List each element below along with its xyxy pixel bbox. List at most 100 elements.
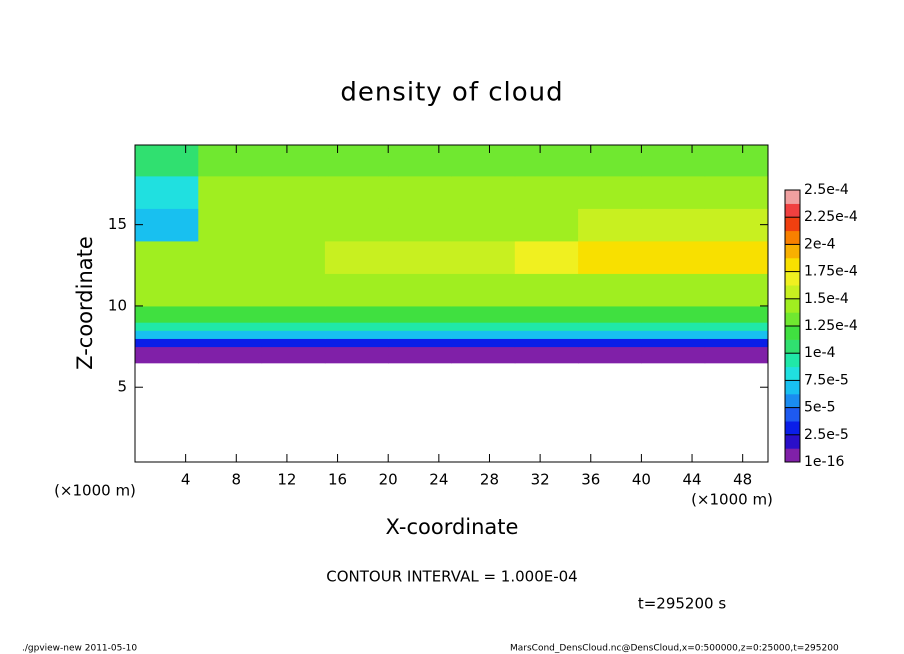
y-tick-label: 5 [117,378,127,396]
heat-cell [388,322,452,331]
heat-cell [261,322,326,331]
heat-cell [451,346,516,356]
heat-cell [324,305,389,323]
colorbar-band [785,448,800,463]
heat-cell [388,305,452,323]
heat-cell [514,346,579,356]
x-tick-label: 28 [480,471,499,489]
heat-cell [198,175,263,209]
heat-cell [451,330,516,339]
colorbar-band [785,434,800,449]
heat-cell [388,330,452,339]
heat-cell [451,305,516,323]
heat-cell [451,175,516,209]
heat-cell [451,240,516,274]
heat-cell [704,322,769,331]
heat-cell [578,346,642,356]
colorbar-label: 1.75e-4 [804,264,858,280]
heat-cell [578,338,642,348]
heat-cell [578,240,642,274]
heat-cell [704,240,769,274]
heat-cell [198,208,263,242]
footer-right: MarsCond_DensCloud.nc@DensCloud,x=0:5000… [510,644,839,654]
colorbar-band [785,353,800,368]
heat-cell [514,354,579,364]
heat-cell [578,208,642,242]
heat-cell [135,145,199,177]
heat-cell [261,175,326,209]
colorbar-label: 2e-4 [804,236,836,252]
plot-frame [134,144,769,463]
x-tick-label: 32 [531,471,550,489]
heat-cell [451,145,516,177]
heat-cell [641,273,706,307]
chart-title: density of cloud [340,78,563,108]
heat-cell [198,330,263,339]
x-tick-label: 12 [277,471,296,489]
colorbar-band [785,230,800,245]
colorbar-band [785,326,800,340]
heat-cell [388,354,452,364]
heat-cell [704,305,769,323]
colorbar-label: 2.25e-4 [804,209,858,225]
heat-cell [578,145,642,177]
colorbar-label: 2.5e-5 [804,427,849,443]
heat-cell [514,330,579,339]
colorbar-band [785,190,800,204]
x-tick-label: 48 [733,471,752,489]
x-axis-label: X-coordinate [386,515,519,539]
heat-cell [514,273,579,307]
heat-cell [388,175,452,209]
heat-cell [324,273,389,307]
heat-cell [324,322,389,331]
heat-cell [704,354,769,364]
heat-cell [388,240,452,274]
heat-cell [514,208,579,242]
heat-cell [641,145,706,177]
heat-cell [198,338,263,348]
colorbar-band [785,380,800,395]
heat-cell [704,273,769,307]
colorbar-band [785,244,800,259]
heat-cell [324,354,389,364]
heat-cell [135,354,199,364]
heat-cell [514,240,579,274]
colorbar-band [785,366,800,381]
colorbar-label: 2.5e-4 [804,182,849,198]
colorbar-band [785,312,800,327]
colorbar-label: 5e-5 [804,400,835,416]
heat-cell [198,240,263,274]
colorbar-band [785,298,800,313]
heat-cell [578,330,642,339]
heat-cell [261,330,326,339]
heat-cell [641,208,706,242]
heat-cell [261,354,326,364]
heat-cell [704,330,769,339]
x-tick-label: 8 [232,471,242,489]
colorbar-label: 1.25e-4 [804,318,858,334]
heat-cell [641,338,706,348]
heat-cell [135,305,199,323]
heat-cell [135,338,199,348]
heat-cell [388,208,452,242]
heat-cell [641,346,706,356]
x-tick-label: 40 [632,471,651,489]
heat-cell [514,145,579,177]
x-tick-label: 16 [328,471,347,489]
heat-cell [704,208,769,242]
heat-cell [514,338,579,348]
heat-cell [514,322,579,331]
colorbar-label: 1e-4 [804,345,836,361]
x-unit: (×1000 m) [691,491,773,509]
heat-cell [324,338,389,348]
heat-cell [388,273,452,307]
x-tick-label: 4 [181,471,191,489]
heat-cell [704,338,769,348]
colorbar-band [785,217,800,232]
y-unit: (×1000 m) [54,482,136,500]
heat-cell [324,208,389,242]
heat-cell [388,338,452,348]
colorbar-band [785,258,800,272]
